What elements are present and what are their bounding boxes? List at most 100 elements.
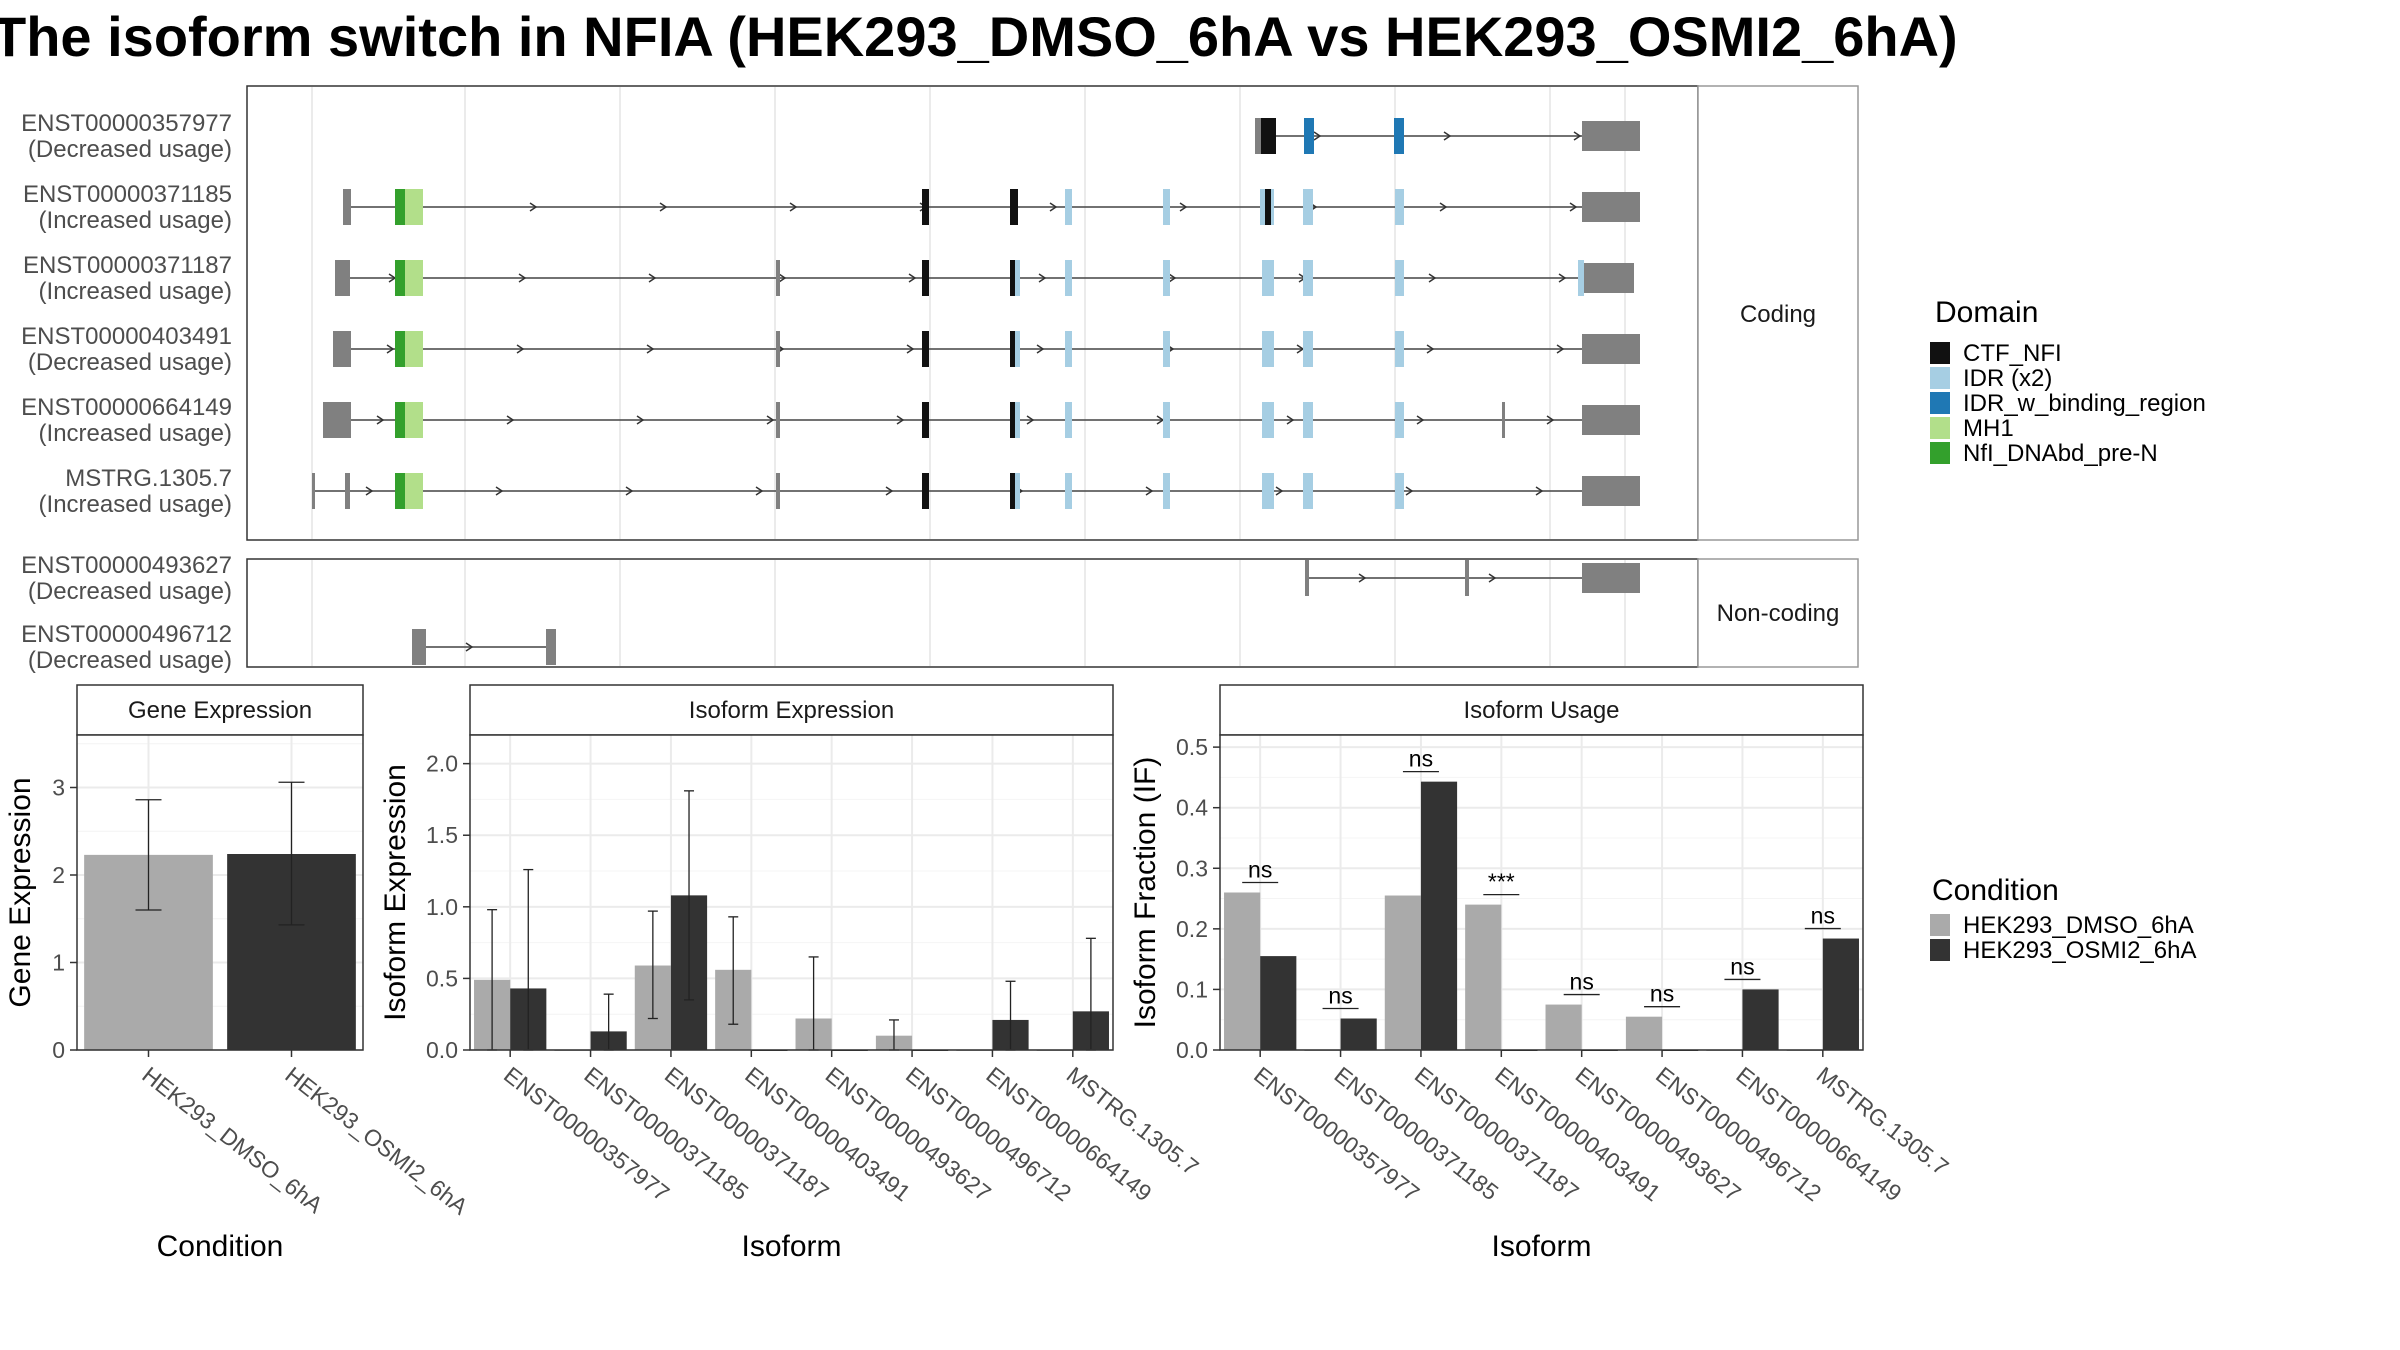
panel-title: Isoform Usage (1463, 697, 1619, 724)
exon (1305, 560, 1309, 596)
exon (1265, 189, 1271, 225)
panel-strip (76, 684, 364, 736)
condition-legend-swatch (1930, 914, 1950, 936)
exon (343, 189, 351, 225)
exon (1395, 260, 1404, 296)
direction-arrow (1358, 573, 1367, 583)
panel-title: Gene Expression (128, 697, 312, 724)
exon (312, 473, 315, 509)
y-axis-title: Isoform Fraction (IF) (1129, 757, 1162, 1029)
exon (1065, 473, 1072, 509)
exon (1502, 402, 1505, 438)
exon (1582, 476, 1640, 506)
exon (1303, 260, 1313, 296)
exon (335, 260, 350, 296)
transcript-id-label: ENST00000371187 (23, 252, 232, 279)
exon (1065, 402, 1072, 438)
y-tick-label: 1 (52, 950, 65, 976)
exon (1260, 189, 1265, 225)
exon (1065, 260, 1072, 296)
exon (323, 402, 351, 438)
exon (922, 331, 929, 367)
condition-legend-title: Condition (1932, 874, 2059, 907)
direction-arrow (365, 486, 374, 496)
domain-legend-title: Domain (1935, 296, 2038, 329)
exon (1271, 189, 1274, 225)
direction-arrow (529, 202, 538, 212)
exon (776, 331, 780, 367)
direction-arrow (1275, 486, 1284, 496)
exon (546, 629, 556, 665)
bar (1465, 904, 1502, 1050)
panel-frame (76, 734, 364, 1051)
direction-arrow (1026, 415, 1035, 425)
direction-arrow (1488, 573, 1497, 583)
exon (1303, 331, 1313, 367)
condition-legend-label: HEK293_DMSO_6hA (1963, 912, 2194, 939)
exon (1465, 560, 1469, 596)
exon (1163, 402, 1170, 438)
direction-arrow (1036, 344, 1045, 354)
transcript-usage-label: (Increased usage) (39, 491, 232, 518)
y-tick-label: 0.2 (1176, 916, 1208, 942)
condition-legend-swatch (1930, 939, 1950, 961)
condition-legend: Condition HEK293_DMSO_6hAHEK293_OSMI2_6h… (1930, 874, 2196, 964)
exon (1395, 473, 1404, 509)
significance-label: ns (1570, 969, 1594, 995)
exon (1262, 331, 1274, 367)
exon (922, 189, 929, 225)
direction-arrow (465, 642, 474, 652)
noncoding-strip (1697, 558, 1859, 668)
y-tick-label: 2 (52, 862, 65, 888)
domain-legend-label: CTF_NFI (1963, 340, 2062, 367)
direction-arrow (1313, 131, 1322, 141)
exon (1262, 402, 1274, 438)
significance-label: ns (1409, 746, 1433, 772)
exon (395, 260, 405, 296)
bar (1260, 956, 1297, 1050)
exon (1584, 263, 1634, 293)
transcript-usage-label: (Decreased usage) (28, 647, 232, 674)
exon (395, 402, 405, 438)
x-axis-title: Isoform (741, 1230, 841, 1263)
noncoding-panel-frame (246, 558, 1699, 668)
direction-arrow (906, 344, 915, 354)
coding-panel-frame (246, 85, 1699, 541)
transcript-usage-label: (Decreased usage) (28, 349, 232, 376)
isoform-usage-chart: Isoform Usage0.00.10.20.30.40.5nsENST000… (1129, 684, 1954, 1263)
panel-strip (1219, 684, 1864, 736)
direction-arrow (789, 202, 798, 212)
domain-legend-label: NfI_DNAbd_pre-N (1963, 440, 2158, 467)
exon (1582, 192, 1640, 222)
y-tick-label: 0.5 (426, 965, 458, 991)
exon (1255, 118, 1262, 154)
x-axis-title: Condition (157, 1230, 284, 1263)
exon (922, 260, 929, 296)
direction-arrow (1546, 415, 1555, 425)
domain-legend-swatch (1930, 367, 1950, 389)
bar (1420, 781, 1458, 1050)
coding-strip (1697, 85, 1859, 541)
direction-arrow (1405, 486, 1414, 496)
exon (405, 402, 423, 438)
transcript-id-label: ENST00000357977 (21, 110, 232, 137)
gene-expression-chart: Gene Expression0123HEK293_DMSO_6hAHEK293… (4, 684, 473, 1263)
exon (1582, 121, 1640, 151)
exon (1015, 260, 1020, 296)
exon (1262, 473, 1274, 509)
bar (1742, 989, 1779, 1050)
exon (405, 260, 423, 296)
direction-arrow (1569, 202, 1578, 212)
direction-arrow (1286, 415, 1295, 425)
y-tick-label: 0.4 (1176, 795, 1208, 821)
exon (776, 402, 780, 438)
exon (1395, 189, 1404, 225)
significance-label: *** (1488, 869, 1515, 895)
domain-legend-label: IDR_w_binding_region (1963, 390, 2206, 417)
y-tick-label: 2.0 (426, 751, 458, 777)
exon (1303, 402, 1313, 438)
transcript-id-label: ENST00000403491 (21, 323, 232, 350)
y-tick-label: 0.3 (1176, 855, 1208, 881)
exon (1010, 331, 1018, 367)
direction-arrow (1535, 486, 1544, 496)
